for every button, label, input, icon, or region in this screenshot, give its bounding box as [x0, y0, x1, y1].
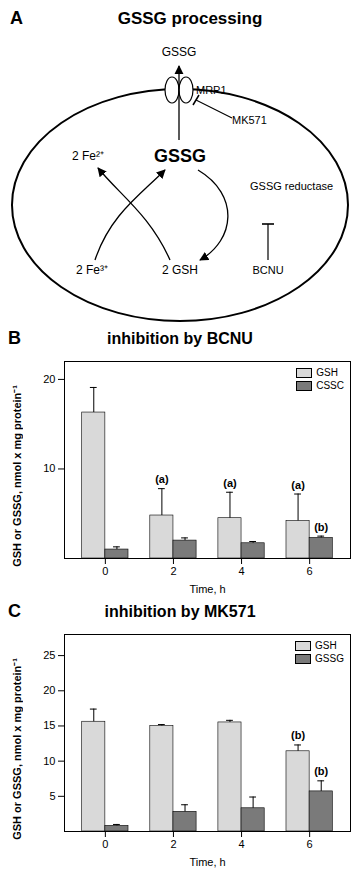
- svg-text:GSSG reductase: GSSG reductase: [250, 180, 333, 192]
- svg-text:MRP1: MRP1: [196, 84, 227, 96]
- svg-text:BCNU: BCNU: [252, 264, 283, 276]
- svg-text:2: 2: [170, 565, 176, 577]
- html-text:GSH or GSSG, nmol x mg protein: GSH or GSSG, nmol x mg protein⁻¹: [10, 384, 23, 567]
- svg-text:(a): (a): [223, 477, 237, 489]
- svg-text:GSSG: GSSG: [162, 45, 197, 59]
- svg-text:(b): (b): [291, 729, 305, 741]
- svg-text:2 Fe²⁺: 2 Fe²⁺: [72, 149, 104, 163]
- svg-text:GSSG processing: GSSG processing: [118, 9, 263, 28]
- svg-text:25: 25: [43, 649, 55, 661]
- svg-text:20: 20: [43, 373, 55, 385]
- html-text:GSSG: GSSG: [315, 653, 344, 664]
- svg-text:GSSG: GSSG: [154, 146, 206, 166]
- html-text:CSSC: CSSC: [316, 380, 344, 391]
- html-text:inhibition by BCNU: inhibition by BCNU: [107, 330, 253, 347]
- svg-text:(b): (b): [314, 765, 328, 777]
- svg-text:10: 10: [43, 755, 55, 767]
- svg-text:2: 2: [170, 838, 176, 850]
- svg-text:2 GSH: 2 GSH: [162, 263, 198, 277]
- svg-text:20: 20: [43, 684, 55, 696]
- svg-text:(a): (a): [291, 479, 305, 491]
- svg-text:15: 15: [43, 719, 55, 731]
- svg-text:0: 0: [102, 565, 108, 577]
- svg-text:10: 10: [43, 462, 55, 474]
- html-text:GSH or GSSG, nmol x mg protein: GSH or GSSG, nmol x mg protein⁻¹: [10, 657, 23, 840]
- svg-text:(a): (a): [155, 473, 169, 485]
- html-text:GSH: GSH: [316, 367, 338, 378]
- svg-text:2 Fe³⁺: 2 Fe³⁺: [76, 263, 108, 277]
- svg-text:Time, h: Time, h: [189, 856, 225, 868]
- svg-text:0: 0: [102, 838, 108, 850]
- svg-text:6: 6: [307, 838, 313, 850]
- svg-text:A: A: [10, 8, 23, 28]
- html-text:C: C: [8, 601, 21, 621]
- svg-text:Time, h: Time, h: [189, 583, 225, 595]
- svg-text:(b): (b): [314, 521, 328, 533]
- svg-text:MK571: MK571: [232, 114, 267, 126]
- svg-text:5: 5: [49, 790, 55, 802]
- html-text:GSH: GSH: [315, 640, 337, 651]
- html-text:B: B: [8, 328, 21, 348]
- svg-text:4: 4: [238, 565, 244, 577]
- svg-text:6: 6: [307, 565, 313, 577]
- html-text:inhibition by MK571: inhibition by MK571: [104, 603, 256, 620]
- svg-text:4: 4: [238, 838, 244, 850]
